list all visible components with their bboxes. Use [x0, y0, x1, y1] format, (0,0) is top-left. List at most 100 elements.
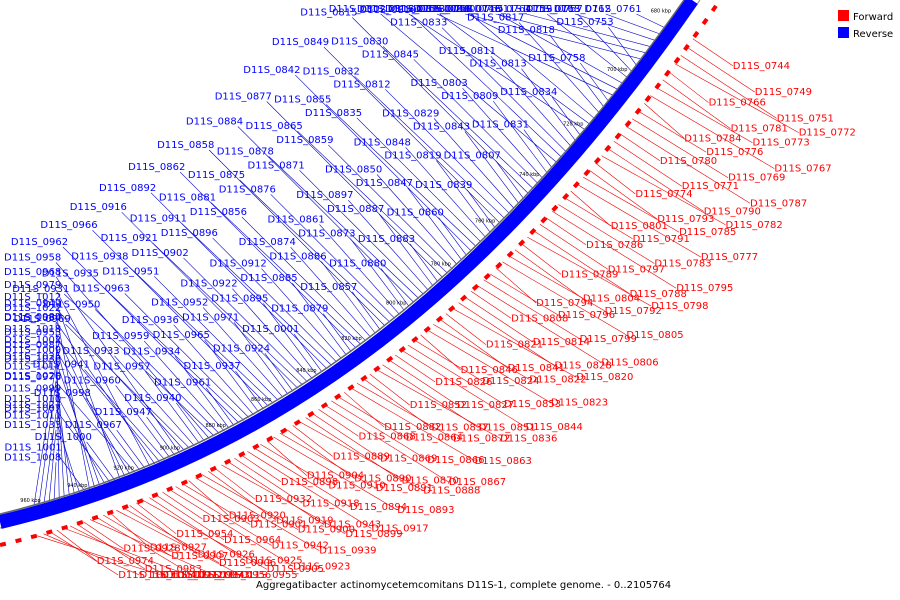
reverse-gene-label: D11S_0921 — [101, 233, 158, 244]
forward-gene-label: D11S_0863 — [475, 456, 532, 467]
reverse-connector-line — [86, 441, 115, 481]
reverse-gene-label: D11S_0857 — [300, 282, 357, 293]
forward-gene-label: D11S_0901 — [250, 520, 307, 531]
legend-reverse-label: Reverse — [853, 29, 893, 40]
reverse-gene-label: D11S_0860 — [387, 208, 444, 219]
reverse-gene-label: D11S_1027 — [4, 400, 61, 411]
reverse-gene-label: D11S_1018 — [4, 324, 61, 335]
forward-gene-label: D11S_0772 — [799, 128, 856, 139]
tick-label: 680 kbp — [651, 9, 671, 15]
reverse-gene-label: D11S_0934 — [123, 346, 180, 357]
reverse-gene-label: D11S_0967 — [65, 420, 122, 431]
reverse-gene-label: D11S_1025 — [4, 351, 61, 362]
forward-gene-label: D11S_0852 — [410, 400, 467, 411]
reverse-connector-line — [262, 303, 318, 376]
forward-gene-label: D11S_0794 — [536, 298, 593, 309]
forward-connector-line — [470, 291, 512, 319]
tick-label: 760 kbp — [475, 219, 495, 225]
reverse-connector-line — [526, 13, 651, 47]
forward-gene-label: D11S_0955 — [240, 570, 297, 581]
reverse-connector-line — [322, 313, 352, 352]
reverse-connector-line — [92, 229, 269, 407]
reverse-connector-line — [56, 452, 85, 491]
reverse-connector-line — [470, 13, 595, 119]
reverse-connector-line — [441, 27, 567, 152]
tick-label: 800 kbp — [386, 300, 406, 306]
forward-gene-label: D11S_0823 — [551, 398, 608, 409]
forward-gene-label: D11S_0926 — [198, 549, 255, 560]
reverse-gene-label: D11S_0976 — [4, 372, 61, 383]
forward-connector-line — [299, 421, 424, 491]
forward-connector-line — [344, 391, 385, 428]
reverse-connector-line — [574, 13, 656, 41]
forward-connector-line — [149, 497, 246, 561]
reverse-connector-line — [62, 246, 240, 424]
reverse-connector-line — [408, 13, 586, 130]
forward-gene-label: D11S_0744 — [733, 61, 790, 72]
reverse-gene-label: D11S_0763 — [523, 4, 580, 15]
forward-gene-label: D11S_0787 — [750, 198, 807, 209]
forward-connector-line — [63, 527, 188, 576]
tick-label: 840 kbp — [296, 368, 316, 374]
forward-connector-line — [692, 38, 733, 67]
forward-gene-label: D11S_0964 — [224, 535, 281, 546]
forward-gene-label: D11S_0789 — [561, 269, 618, 280]
reverse-gene-label: D11S_0966 — [40, 220, 97, 231]
reverse-gene-label: D11S_0965 — [153, 330, 210, 341]
reverse-gene-label: D11S_0842 — [243, 65, 300, 76]
forward-connector-line — [458, 302, 555, 366]
reverse-gene-label: D11S_0803 — [411, 78, 468, 89]
reverse-connector-line — [53, 462, 57, 501]
forward-gene-label: D11S_0796 — [558, 310, 615, 321]
reverse-connector-line — [409, 243, 439, 282]
forward-connector-line — [489, 273, 559, 316]
reverse-connector-line — [235, 370, 264, 410]
forward-gene-label: D11S_0777 — [701, 252, 758, 263]
forward-connector-line — [502, 261, 627, 336]
reverse-gene-label: D11S_0819 — [384, 151, 441, 162]
reverse-gene-label: D11S_1008 — [4, 452, 61, 463]
forward-connector-line — [116, 510, 241, 576]
reverse-connector-line — [438, 217, 467, 256]
reverse-connector-line — [48, 429, 57, 502]
tick-label: 780 kbp — [431, 261, 451, 267]
forward-gene-label: D11S_0868 — [359, 431, 416, 442]
reverse-gene-label: D11S_0845 — [362, 49, 419, 60]
forward-gene-label: D11S_0956 — [214, 570, 271, 581]
forward-connector-line — [188, 480, 229, 516]
reverse-gene-label: D11S_0998 — [34, 388, 91, 399]
forward-gene-label: D11S_0828 — [555, 361, 612, 372]
forward-connector-line — [260, 444, 329, 486]
reverse-gene-label: D11S_0936 — [122, 315, 179, 326]
forward-gene-label: D11S_0776 — [706, 147, 763, 158]
forward-gene-label: D11S_0867 — [449, 477, 506, 488]
forward-gene-label: D11S_0801 — [611, 221, 668, 232]
reverse-gene-label: D11S_0980 — [4, 312, 61, 323]
forward-gene-label: D11S_0788 — [630, 289, 687, 300]
forward-connector-line — [414, 339, 483, 382]
forward-gene-label: D11S_0798 — [651, 301, 708, 312]
forward-gene-label: D11S_0766 — [709, 98, 766, 109]
reverse-gene-label: D11S_0886 — [269, 252, 326, 263]
forward-gene-label: D11S_1004 — [140, 570, 197, 581]
reverse-gene-label: D11S_0838 — [388, 4, 445, 15]
forward-gene-label: D11S_0888 — [423, 486, 480, 497]
forward-connector-line — [201, 474, 298, 530]
forward-connector-line — [582, 176, 680, 233]
reverse-gene-label: D11S_0968 — [4, 267, 61, 278]
label-connector-lines — [33, 13, 799, 576]
forward-gene-label: D11S_0893 — [397, 505, 454, 516]
reverse-gene-label: D11S_0933 — [62, 346, 119, 357]
forward-connector-line — [142, 499, 267, 570]
reverse-gene-label: D11S_1033 — [4, 420, 61, 431]
forward-connector-line — [305, 417, 402, 481]
forward-connector-line — [452, 307, 577, 378]
tick-label: 700 kbp — [607, 67, 627, 73]
reverse-gene-label: D11S_0831 — [472, 120, 529, 131]
reverse-gene-label: D11S_0961 — [154, 378, 211, 389]
tick-label: 860 kbp — [251, 397, 271, 403]
reverse-gene-label: D11S_0856 — [190, 207, 247, 218]
reverse-connector-line — [549, 34, 604, 107]
reverse-gene-label: D11S_0809 — [441, 91, 498, 102]
reverse-gene-label: D11S_0879 — [271, 304, 328, 315]
